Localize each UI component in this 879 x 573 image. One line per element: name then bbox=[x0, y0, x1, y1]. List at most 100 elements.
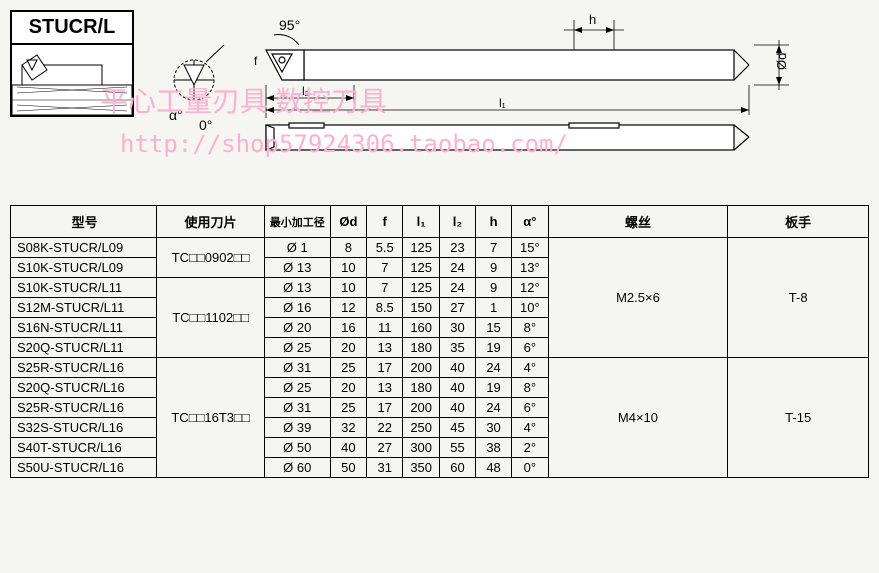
cell-f: 31 bbox=[367, 458, 403, 478]
cell-f: 7 bbox=[367, 278, 403, 298]
top-section: STUCR/L bbox=[10, 10, 869, 175]
cell-l2: 24 bbox=[439, 278, 475, 298]
product-label-box: STUCR/L bbox=[10, 10, 134, 117]
cell-model: S12M-STUCR/L11 bbox=[11, 298, 157, 318]
cell-f: 22 bbox=[367, 418, 403, 438]
cell-h: 7 bbox=[476, 238, 512, 258]
cell-insert: TC□□0902□□ bbox=[157, 238, 265, 278]
cell-mindia: Ø 13 bbox=[264, 278, 330, 298]
cell-model: S25R-STUCR/L16 bbox=[11, 358, 157, 378]
cell-a: 4° bbox=[512, 358, 548, 378]
product-code: STUCR/L bbox=[12, 12, 132, 45]
cell-od: 50 bbox=[330, 458, 366, 478]
cell-l2: 40 bbox=[439, 378, 475, 398]
cell-mindia: Ø 39 bbox=[264, 418, 330, 438]
cell-mindia: Ø 1 bbox=[264, 238, 330, 258]
cell-model: S20Q-STUCR/L11 bbox=[11, 338, 157, 358]
header-insert: 使用刀片 bbox=[157, 206, 265, 238]
cell-f: 13 bbox=[367, 338, 403, 358]
cell-l1: 180 bbox=[403, 378, 440, 398]
cell-mindia: Ø 25 bbox=[264, 378, 330, 398]
cell-a: 8° bbox=[512, 378, 548, 398]
cell-l2: 27 bbox=[439, 298, 475, 318]
cell-l1: 160 bbox=[403, 318, 440, 338]
cell-a: 12° bbox=[512, 278, 548, 298]
cell-a: 0° bbox=[512, 458, 548, 478]
cell-mindia: Ø 20 bbox=[264, 318, 330, 338]
cell-l1: 125 bbox=[403, 238, 440, 258]
table-header-row: 型号 使用刀片 最小加工径 Ød f l₁ l₂ h α° 螺丝 板手 bbox=[11, 206, 869, 238]
cell-insert: TC□□16T3□□ bbox=[157, 358, 265, 478]
spec-table: 型号 使用刀片 最小加工径 Ød f l₁ l₂ h α° 螺丝 板手 S08K… bbox=[10, 205, 869, 478]
cell-l2: 45 bbox=[439, 418, 475, 438]
cell-a: 8° bbox=[512, 318, 548, 338]
cell-od: 8 bbox=[330, 238, 366, 258]
cell-model: S10K-STUCR/L11 bbox=[11, 278, 157, 298]
header-h: h bbox=[476, 206, 512, 238]
cell-mindia: Ø 16 bbox=[264, 298, 330, 318]
cell-od: 20 bbox=[330, 338, 366, 358]
l2-label: l₂ bbox=[302, 84, 310, 98]
cell-h: 9 bbox=[476, 258, 512, 278]
cell-h: 9 bbox=[476, 278, 512, 298]
cell-l2: 60 bbox=[439, 458, 475, 478]
cell-l2: 40 bbox=[439, 358, 475, 378]
cell-od: 25 bbox=[330, 398, 366, 418]
cell-l1: 200 bbox=[403, 358, 440, 378]
cell-mindia: Ø 60 bbox=[264, 458, 330, 478]
cell-f: 13 bbox=[367, 378, 403, 398]
f-label: f bbox=[254, 54, 258, 68]
cell-f: 5.5 bbox=[367, 238, 403, 258]
cell-model: S20Q-STUCR/L16 bbox=[11, 378, 157, 398]
cell-mindia: Ø 31 bbox=[264, 398, 330, 418]
cell-model: S32S-STUCR/L16 bbox=[11, 418, 157, 438]
cell-f: 17 bbox=[367, 358, 403, 378]
cell-h: 1 bbox=[476, 298, 512, 318]
table-row: S08K-STUCR/L09 TC□□0902□□ Ø 1 8 5.5 125 … bbox=[11, 238, 869, 258]
inset-diagram bbox=[12, 45, 132, 115]
cell-h: 30 bbox=[476, 418, 512, 438]
cell-l1: 300 bbox=[403, 438, 440, 458]
cell-f: 11 bbox=[367, 318, 403, 338]
cell-od: 16 bbox=[330, 318, 366, 338]
header-f: f bbox=[367, 206, 403, 238]
l1-label: l₁ bbox=[499, 96, 506, 110]
cell-insert: TC□□1102□□ bbox=[157, 278, 265, 358]
od-label: Ød bbox=[774, 53, 789, 70]
header-wrench: 板手 bbox=[728, 206, 869, 238]
cell-a: 4° bbox=[512, 418, 548, 438]
cell-od: 32 bbox=[330, 418, 366, 438]
cell-mindia: Ø 13 bbox=[264, 258, 330, 278]
cell-model: S50U-STUCR/L16 bbox=[11, 458, 157, 478]
cell-mindia: Ø 25 bbox=[264, 338, 330, 358]
h-label: h bbox=[589, 12, 596, 27]
cell-l2: 30 bbox=[439, 318, 475, 338]
cell-model: S16N-STUCR/L11 bbox=[11, 318, 157, 338]
cell-f: 8.5 bbox=[367, 298, 403, 318]
cell-a: 15° bbox=[512, 238, 548, 258]
cell-a: 6° bbox=[512, 338, 548, 358]
cell-mindia: Ø 50 bbox=[264, 438, 330, 458]
cell-l2: 35 bbox=[439, 338, 475, 358]
cell-f: 7 bbox=[367, 258, 403, 278]
cell-h: 19 bbox=[476, 338, 512, 358]
cell-od: 10 bbox=[330, 258, 366, 278]
cell-od: 12 bbox=[330, 298, 366, 318]
cell-mindia: Ø 31 bbox=[264, 358, 330, 378]
cell-a: 10° bbox=[512, 298, 548, 318]
cell-h: 15 bbox=[476, 318, 512, 338]
cell-model: S40T-STUCR/L16 bbox=[11, 438, 157, 458]
cell-l2: 24 bbox=[439, 258, 475, 278]
header-alpha: α° bbox=[512, 206, 548, 238]
cell-l1: 150 bbox=[403, 298, 440, 318]
cell-l1: 125 bbox=[403, 278, 440, 298]
cell-l1: 200 bbox=[403, 398, 440, 418]
cell-wrench: T-15 bbox=[728, 358, 869, 478]
cell-od: 25 bbox=[330, 358, 366, 378]
cell-l1: 250 bbox=[403, 418, 440, 438]
cell-model: S25R-STUCR/L16 bbox=[11, 398, 157, 418]
angle-95-label: 95° bbox=[279, 17, 300, 33]
cell-h: 24 bbox=[476, 398, 512, 418]
header-l2: l₂ bbox=[439, 206, 475, 238]
cell-f: 17 bbox=[367, 398, 403, 418]
